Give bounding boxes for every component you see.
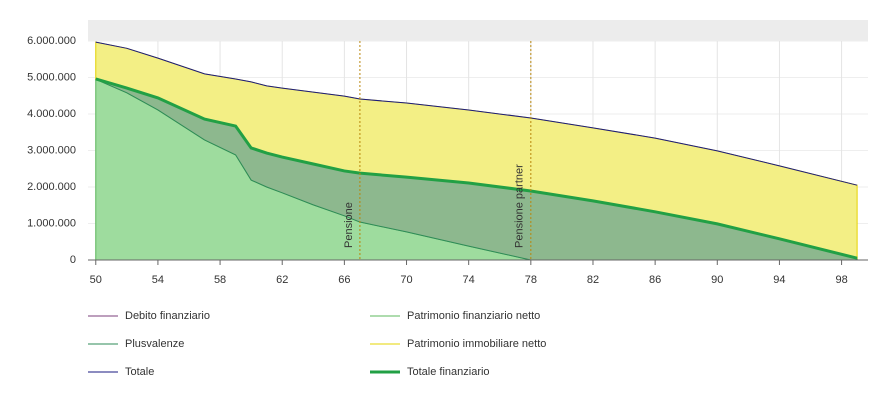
- line: [95, 41, 858, 186]
- y-tick-label: 0: [70, 254, 76, 266]
- x-tick-label: 62: [276, 274, 288, 286]
- y-tick-label: 6.000.000: [27, 35, 76, 47]
- legend-label: Plusvalenze: [125, 338, 184, 350]
- legend-label: Totale: [125, 366, 154, 378]
- x-tick-label: 66: [338, 274, 350, 286]
- y-tick-label: 1.000.000: [27, 217, 76, 229]
- legend-label: Patrimonio finanziario netto: [407, 310, 540, 322]
- x-tick-label: 98: [835, 274, 847, 286]
- x-tick-label: 54: [152, 274, 164, 286]
- legend-label: Patrimonio immobiliare netto: [407, 338, 546, 350]
- x-tick-label: 50: [90, 274, 102, 286]
- line: [95, 77, 858, 260]
- x-tick-label: 58: [214, 274, 226, 286]
- annotation-label: Pensione: [343, 202, 355, 248]
- y-tick-label: 2.000.000: [27, 181, 76, 193]
- plot-header: [88, 20, 868, 41]
- y-tick-label: 3.000.000: [27, 144, 76, 156]
- x-tick-label: 70: [400, 274, 412, 286]
- x-tick-label: 86: [649, 274, 661, 286]
- y-tick-label: 5.000.000: [27, 71, 76, 83]
- x-tick-label: 78: [525, 274, 537, 286]
- x-tick-label: 74: [463, 274, 475, 286]
- annotation-label: Pensione partner: [514, 164, 526, 248]
- x-tick-label: 82: [587, 274, 599, 286]
- legend-label: Debito finanziario: [125, 310, 210, 322]
- legend-label: Totale finanziario: [407, 366, 490, 378]
- x-tick-label: 90: [711, 274, 723, 286]
- y-tick-label: 4.000.000: [27, 108, 76, 120]
- x-tick-label: 94: [773, 274, 785, 286]
